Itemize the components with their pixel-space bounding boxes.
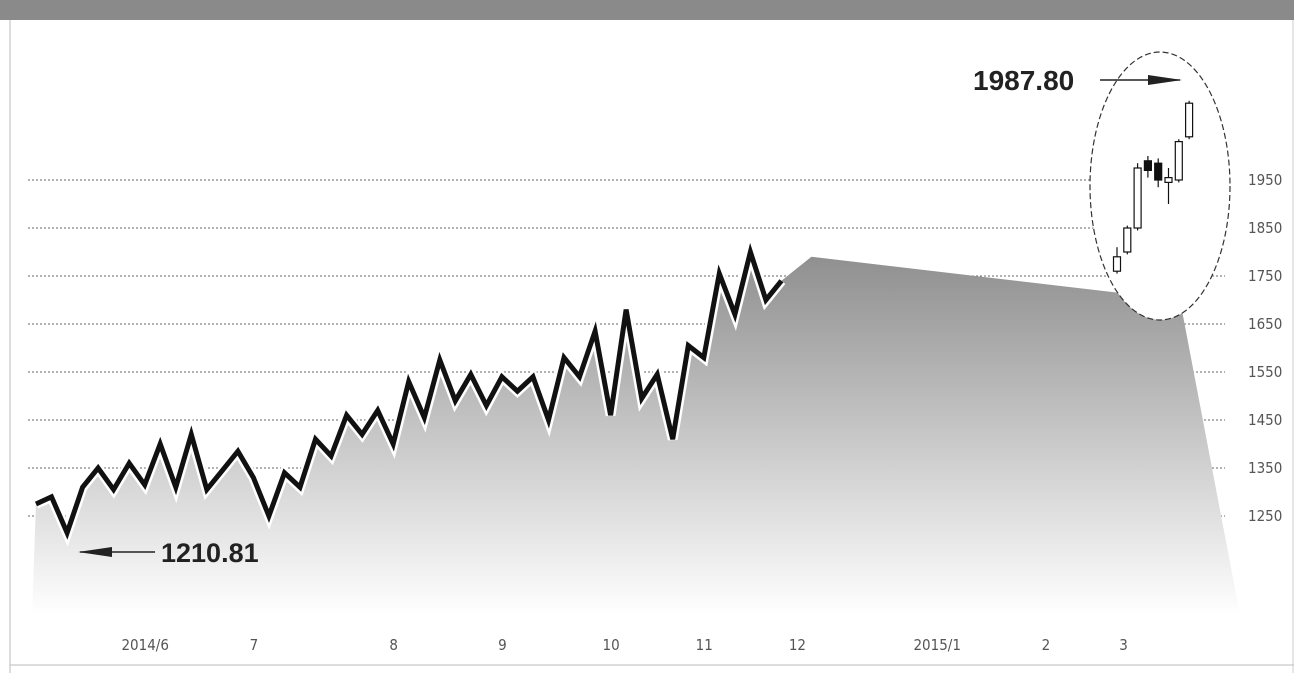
x-tick-label: 2014/6: [121, 636, 168, 654]
highlight-ellipse: [1089, 51, 1231, 321]
x-tick-label: 2: [1042, 636, 1051, 654]
x-tick-label: 2015/1: [913, 636, 960, 654]
x-tick-label: 9: [498, 636, 507, 654]
candle-body: [1133, 167, 1142, 229]
price-line: [33, 233, 786, 547]
candle-body: [1123, 227, 1132, 253]
y-tick-label: 1850: [1248, 219, 1282, 237]
candle-body: [1174, 141, 1183, 181]
candle-body: [1143, 160, 1153, 172]
candle-body: [1154, 162, 1163, 181]
annotation-low: 1210.81: [78, 538, 259, 568]
candle-body: [1184, 102, 1194, 138]
area-fill: [32, 252, 1240, 615]
top-border: [0, 0, 1294, 20]
x-tick-label: 8: [389, 636, 398, 654]
candle-body: [1164, 177, 1173, 184]
x-tick-label: 11: [696, 636, 713, 654]
candlesticks: [1112, 100, 1194, 274]
y-tick-label: 1650: [1248, 315, 1282, 333]
x-tick-label: 3: [1119, 636, 1128, 654]
y-tick-label: 1250: [1248, 507, 1282, 525]
x-tick-label: 12: [789, 636, 806, 654]
annotation-low-arrow-head: [78, 547, 112, 557]
annotation-high-label: 1987.80: [973, 65, 1074, 96]
y-tick-label: 1550: [1248, 363, 1282, 381]
price-line-path: [34, 242, 784, 540]
x-tick-label: 7: [250, 636, 259, 654]
x-axis-ticks: 2014/6 7 8 9 10 11 12 2015/1 2 3: [121, 636, 1127, 654]
annotation-high-arrow-head: [1148, 75, 1182, 85]
candlestick-highlight-ellipse: [1089, 51, 1231, 321]
annotation-low-label: 1210.81: [161, 538, 259, 568]
area-under-line: [32, 252, 1240, 615]
x-tick-label: 10: [602, 636, 619, 654]
y-tick-label: 1450: [1248, 411, 1282, 429]
y-tick-label: 1750: [1248, 267, 1282, 285]
annotation-high: 1987.80: [973, 65, 1182, 96]
y-tick-label: 1350: [1248, 459, 1282, 477]
y-tick-label: 1950: [1248, 171, 1282, 189]
candle-body: [1112, 256, 1122, 272]
y-axis-ticks: 1250 1350 1450 1550 1650 1750 1850 1950: [1248, 171, 1282, 525]
